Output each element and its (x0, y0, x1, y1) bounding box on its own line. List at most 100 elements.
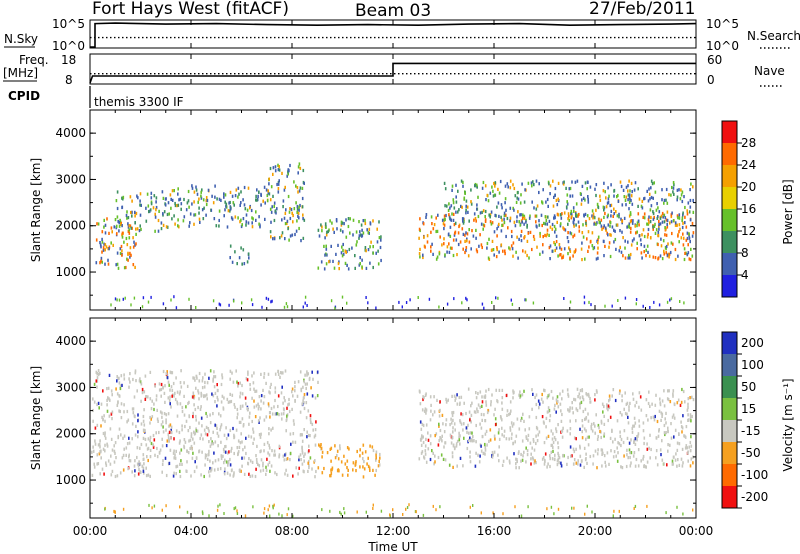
data-cell (233, 203, 235, 207)
data-cell (636, 438, 638, 442)
data-cell (365, 296, 367, 299)
data-cell (591, 209, 594, 213)
data-cell (152, 206, 155, 210)
data-cell (299, 203, 301, 208)
data-cell (174, 456, 177, 460)
data-cell (268, 443, 270, 447)
data-cell (595, 222, 597, 226)
data-cell (178, 430, 181, 435)
data-cell (330, 468, 332, 472)
data-cell (380, 238, 382, 242)
data-cell (128, 224, 131, 228)
data-cell (267, 189, 269, 193)
data-cell (152, 445, 155, 449)
data-cell (581, 395, 584, 399)
data-cell (419, 420, 422, 424)
data-cell (188, 205, 190, 209)
data-cell (557, 213, 559, 217)
data-cell (92, 445, 94, 449)
data-cell (432, 227, 435, 231)
data-cell (626, 453, 628, 457)
data-cell (233, 299, 235, 303)
data-cell (604, 304, 606, 308)
data-cell (187, 199, 190, 203)
data-cell (331, 466, 334, 470)
data-cell (431, 242, 433, 246)
data-cell (288, 397, 290, 402)
data-cell (330, 474, 332, 478)
data-cell (210, 437, 212, 441)
data-cell (665, 198, 667, 202)
data-cell (689, 464, 692, 468)
data-cell (672, 190, 674, 194)
velocity-colorbar-label: Velocity [m s⁻¹] (781, 378, 795, 471)
data-cell (107, 262, 110, 266)
data-cell (567, 392, 569, 396)
data-cell (274, 390, 277, 394)
data-cell (281, 514, 283, 518)
data-cell (245, 377, 248, 381)
data-cell (620, 250, 623, 254)
data-cell (506, 409, 509, 413)
data-cell (145, 443, 148, 447)
data-cell (676, 505, 678, 509)
data-cell (369, 221, 372, 225)
data-cell (630, 451, 633, 455)
data-cell (335, 218, 338, 222)
data-cell (533, 448, 536, 452)
data-cell (612, 514, 614, 518)
data-cell (251, 216, 253, 220)
data-cell (575, 202, 578, 206)
data-cell (512, 441, 515, 445)
data-cell (323, 244, 325, 248)
data-cell (635, 231, 637, 235)
data-cell (608, 245, 610, 249)
data-cell (619, 434, 622, 438)
data-cell (192, 376, 194, 380)
data-cell (576, 213, 578, 217)
data-cell (499, 415, 502, 419)
data-cell (134, 265, 136, 269)
data-cell (429, 457, 432, 462)
data-cell (545, 416, 548, 420)
data-cell (220, 423, 223, 427)
data-cell (481, 395, 483, 399)
power-y-tick-label: 2000 (55, 219, 86, 233)
data-cell (253, 405, 256, 409)
data-cell (183, 394, 185, 398)
data-cell (167, 380, 170, 384)
data-cell (148, 210, 150, 214)
data-cell (604, 460, 606, 464)
data-cell (642, 454, 645, 459)
data-cell (682, 414, 684, 418)
data-cell (425, 460, 428, 464)
data-cell (303, 395, 305, 400)
data-cell (469, 455, 471, 459)
data-cell (683, 257, 686, 262)
data-cell (547, 462, 549, 466)
data-cell (452, 253, 455, 258)
data-cell (513, 390, 515, 394)
data-cell (425, 437, 427, 441)
data-cell (177, 218, 179, 222)
data-cell (227, 209, 230, 213)
data-cell (288, 238, 290, 242)
data-cell (643, 436, 646, 440)
data-cell (659, 397, 661, 401)
data-cell (239, 420, 242, 424)
data-cell (684, 435, 687, 439)
data-cell (533, 183, 535, 187)
data-cell (374, 473, 376, 477)
data-cell (449, 433, 452, 437)
data-cell (585, 221, 587, 225)
data-cell (443, 214, 446, 218)
data-cell (436, 229, 439, 233)
data-cell (534, 459, 536, 463)
data-cell (571, 401, 573, 405)
data-cell (547, 204, 549, 208)
data-cell (555, 427, 557, 431)
data-cell (229, 473, 231, 477)
data-cell (608, 394, 611, 398)
data-cell (422, 440, 425, 445)
data-cell (180, 369, 182, 373)
